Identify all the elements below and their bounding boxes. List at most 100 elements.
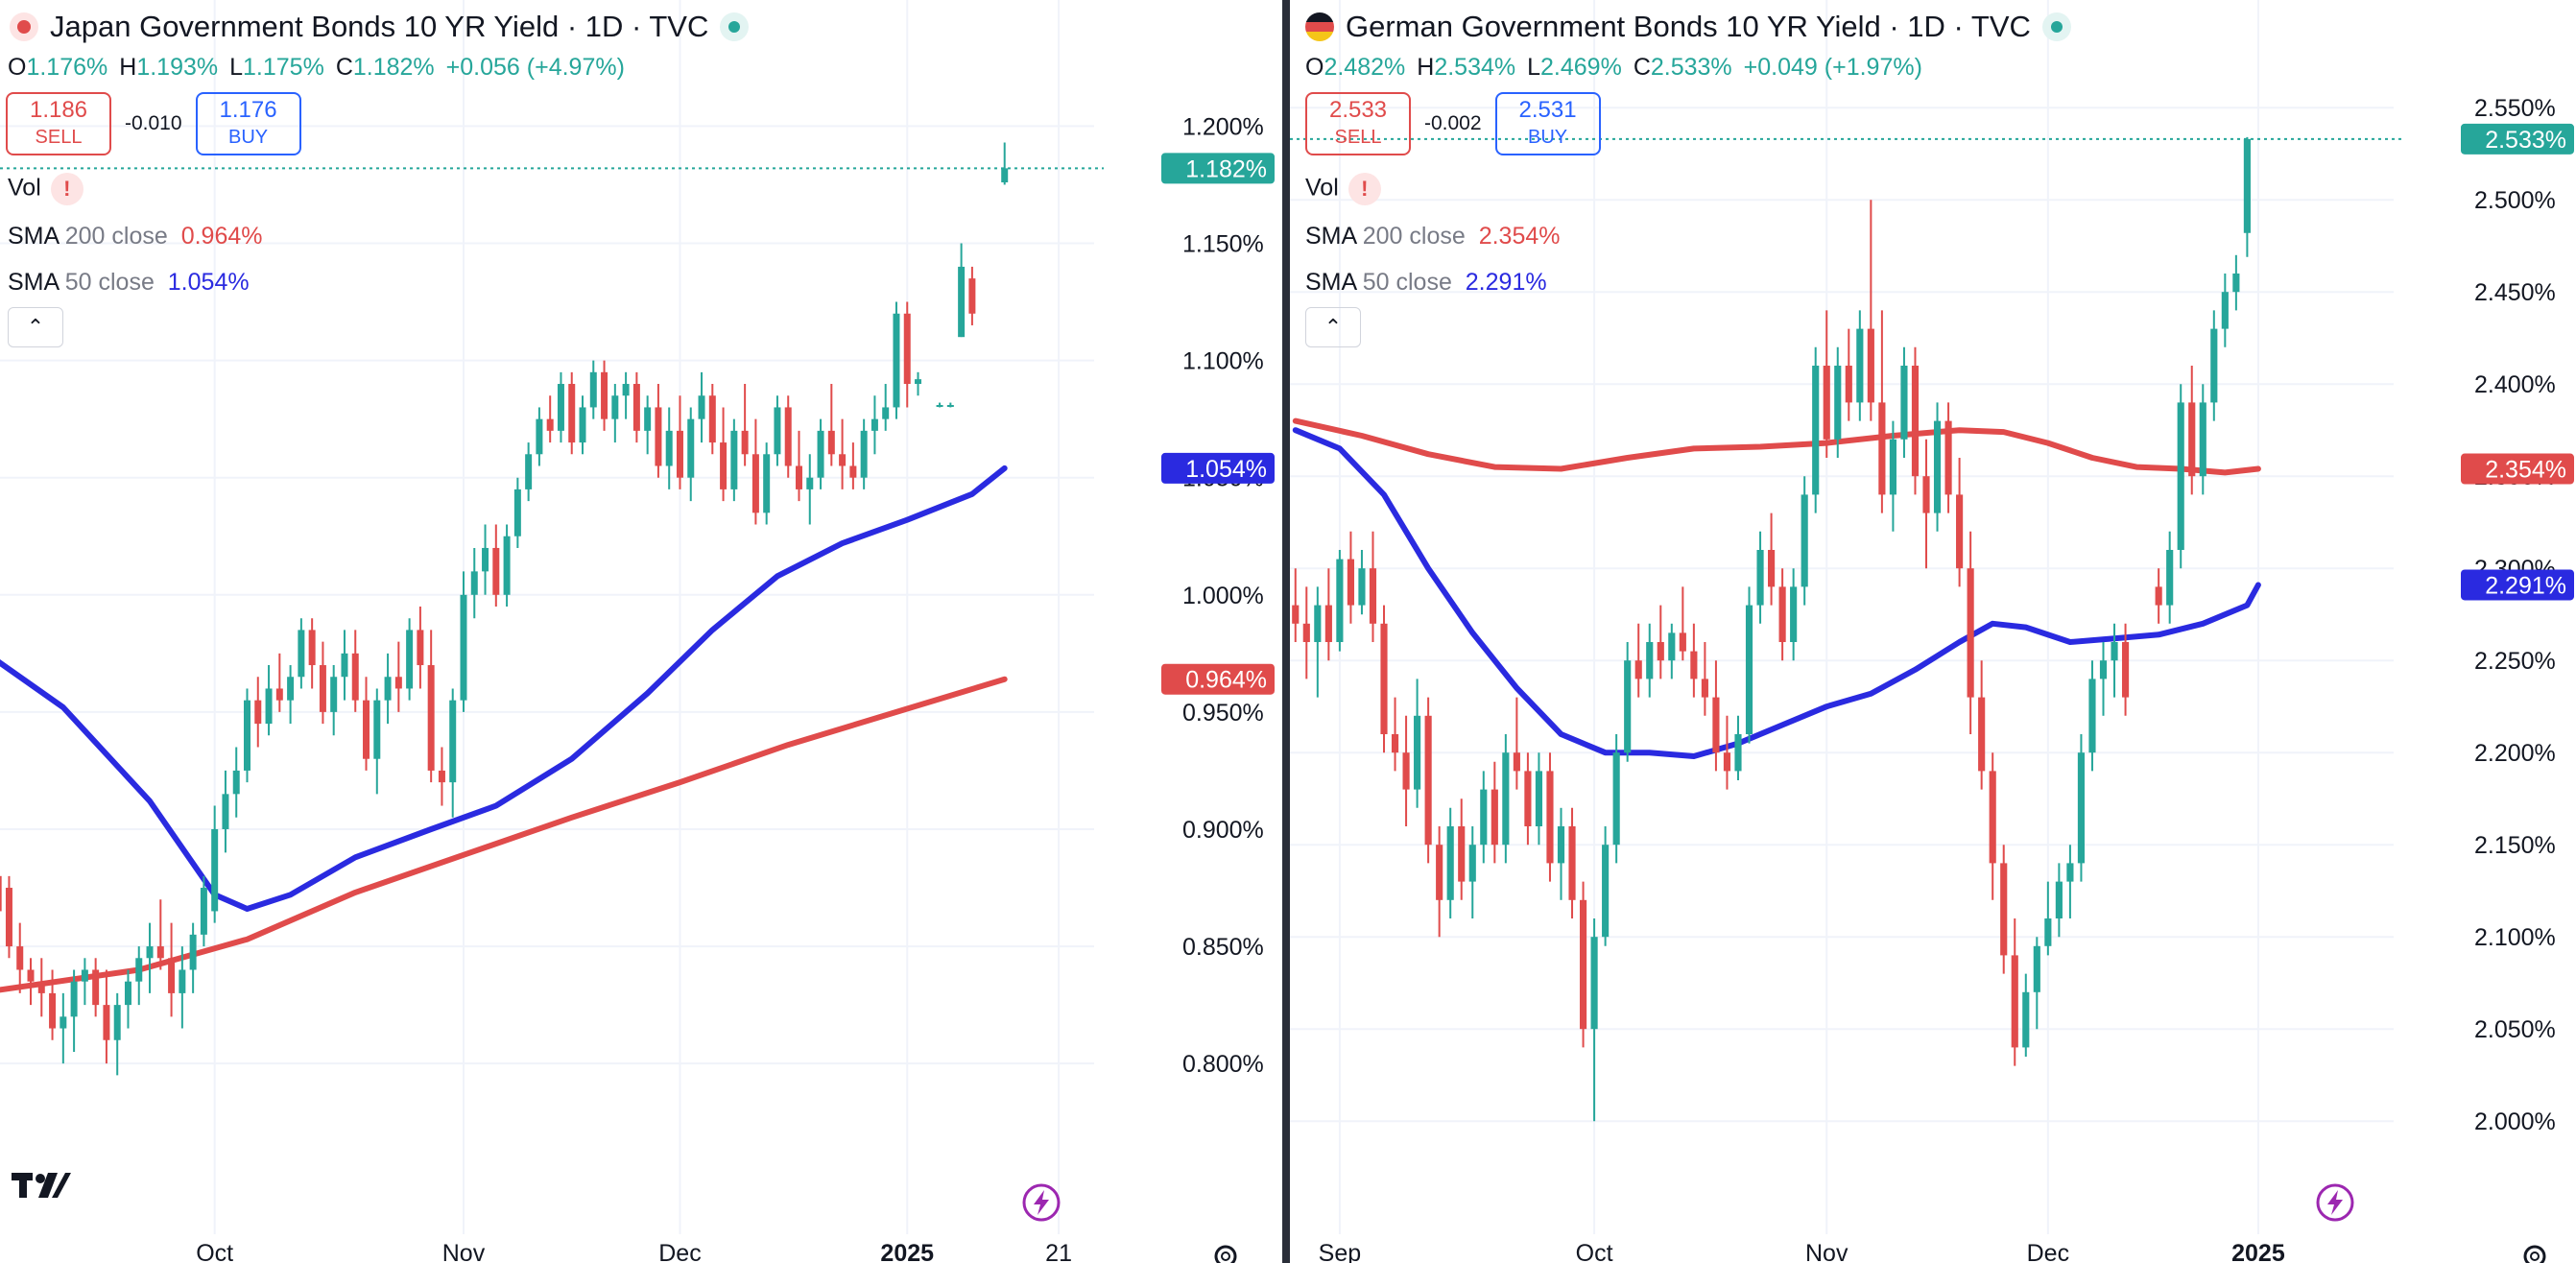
candle-body [1900,366,1908,440]
candle-body [373,700,381,759]
sma50-line [0,465,1008,912]
candle-body [2099,660,2108,679]
sell-button[interactable]: 1.186 SELL [6,92,111,155]
candle-body [417,630,424,666]
buy-button[interactable]: 2.531 BUY [1494,92,1601,155]
candle-body [179,969,186,993]
candle-body [676,430,683,478]
lightning-icon[interactable] [1021,1182,1061,1227]
tradingview-logo[interactable] [12,1169,73,1208]
japan-chart-pane[interactable]: 1.200%1.150%1.100%1.050%1.000%0.950%0.90… [0,0,1282,1263]
japan-chart-canvas[interactable]: 1.200%1.150%1.100%1.050%1.000%0.950%0.90… [0,0,1282,1263]
candle-body [525,454,533,489]
gear-icon[interactable] [2520,1242,2549,1263]
candle-body [784,407,792,466]
spread-value: -0.002 [1424,112,1482,134]
candle-body [1956,494,1964,569]
candle-body [655,407,662,466]
candle-body [611,395,619,419]
green-dot-icon[interactable] [2041,12,2071,41]
warning-icon[interactable]: ! [50,173,83,205]
candle-body [513,489,521,536]
candle-body [2011,955,2018,1048]
candle-body [92,969,100,1006]
candle-body [1723,752,1731,772]
germany-chart-canvas[interactable]: 2.550%2.500%2.450%2.400%2.350%2.300%2.25… [1290,0,2576,1263]
candle-body [1856,328,1864,403]
y-tick-label: 2.200% [2474,740,2556,767]
sell-button[interactable]: 2.533 SELL [1305,92,1411,155]
green-dot-icon[interactable] [720,12,750,41]
candle-body [1324,605,1332,642]
candle-body [546,418,554,431]
candle-body [1292,605,1300,624]
candle-body [536,418,543,455]
sma50-badge-bg [2461,569,2574,601]
candle-body [156,946,164,959]
candle-body [1978,697,1986,772]
candle-body [1989,771,1996,864]
candle-body [2044,918,2052,946]
candle-body [827,430,835,455]
symbol-title: German Government Bonds 10 YR Yield · 1D… [1346,10,2031,43]
y-tick-label: 2.450% [2474,279,2556,306]
candle-body [27,969,35,982]
candle-body [774,407,781,455]
candle-body [5,888,12,947]
warning-icon[interactable]: ! [1348,173,1381,205]
candle-body [708,395,716,443]
germany-chart-pane[interactable]: 2.550%2.500%2.450%2.400%2.350%2.300%2.25… [1290,0,2576,1263]
y-tick-label: 2.000% [2474,1108,2556,1135]
gear-icon[interactable] [1211,1242,1240,1263]
collapse-legend-button[interactable]: ⌃ [1305,307,1361,347]
candle-body [1491,789,1498,846]
candle-body [1314,605,1322,642]
x-tick-label: 21 [1045,1240,1072,1263]
candle-body [2166,550,2174,606]
candle-body [632,384,640,431]
symbol-title: Japan Government Bonds 10 YR Yield · 1D … [50,10,709,43]
buy-button[interactable]: 1.176 BUY [195,92,301,155]
candle-body [113,1005,121,1040]
candle-body [806,477,814,489]
candle-body [244,700,250,771]
candle-body [363,700,370,759]
candle-body [1878,402,1886,495]
volume-indicator[interactable]: Vol! [8,173,83,205]
sma200-legend[interactable]: SMA 200 close 2.354% [1305,223,1561,250]
y-tick-label: 0.800% [1182,1051,1264,1078]
y-tick-label: 1.150% [1182,231,1264,258]
candle-body [406,630,414,689]
candle-body [1933,420,1942,513]
sma200-legend[interactable]: SMA 200 close 0.964% [8,223,263,250]
y-tick-label: 0.950% [1182,700,1264,727]
candle-body [394,677,402,689]
candle-body [351,653,359,701]
candle-body [265,688,273,725]
candle-body [275,688,283,701]
candle-body [698,395,705,419]
pane-divider[interactable] [1282,0,1290,1263]
sma50-legend[interactable]: SMA 50 close 2.291% [1305,269,1547,296]
candle-body [70,981,78,1017]
candle-body [1701,679,1708,698]
candle-body [449,700,457,783]
lightning-icon[interactable] [2315,1182,2355,1227]
symbol-title-row: German Government Bonds 10 YR Yield · 1D… [1305,10,2071,44]
y-tick-label: 1.000% [1182,583,1264,609]
candle-body [1424,715,1432,846]
candle-body [438,770,445,783]
x-tick-label: Nov [442,1240,486,1263]
collapse-legend-button[interactable]: ⌃ [8,307,63,347]
volume-indicator[interactable]: Vol! [1305,173,1381,205]
candle-body [849,465,857,478]
sma50-legend[interactable]: SMA 50 close 1.054% [8,269,250,296]
y-tick-label: 2.100% [2474,924,2556,951]
candle-body [0,875,2,912]
candle-body [1612,752,1620,846]
candle-body [579,407,586,443]
candle-body [81,969,88,982]
candle-body [2210,328,2218,403]
candle-body [644,407,652,431]
candle-body [1458,826,1466,882]
